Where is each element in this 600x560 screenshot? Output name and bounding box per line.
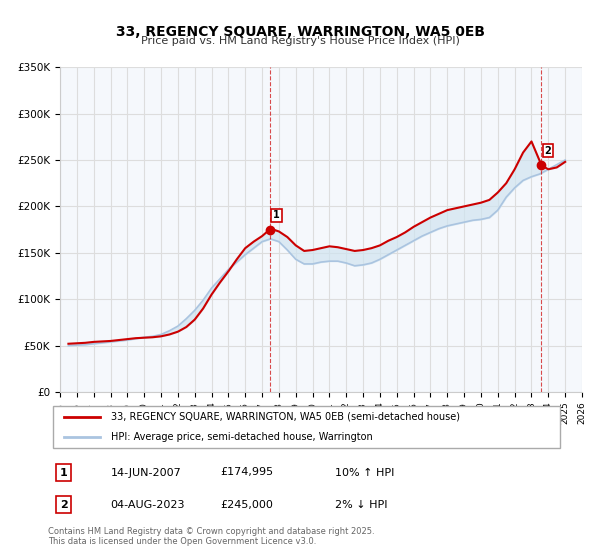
Text: 04-AUG-2023: 04-AUG-2023 [110, 500, 185, 510]
Text: 1: 1 [60, 468, 68, 478]
Text: 2: 2 [60, 500, 68, 510]
Text: HPI: Average price, semi-detached house, Warrington: HPI: Average price, semi-detached house,… [110, 432, 373, 442]
Text: 1: 1 [273, 211, 280, 221]
Text: 2% ↓ HPI: 2% ↓ HPI [335, 500, 388, 510]
Text: £245,000: £245,000 [220, 500, 273, 510]
Text: 10% ↑ HPI: 10% ↑ HPI [335, 468, 394, 478]
Text: 33, REGENCY SQUARE, WARRINGTON, WA5 0EB: 33, REGENCY SQUARE, WARRINGTON, WA5 0EB [115, 25, 485, 39]
Text: 14-JUN-2007: 14-JUN-2007 [110, 468, 181, 478]
Text: 33, REGENCY SQUARE, WARRINGTON, WA5 0EB (semi-detached house): 33, REGENCY SQUARE, WARRINGTON, WA5 0EB … [110, 412, 460, 422]
Text: 2: 2 [545, 146, 551, 156]
Text: Contains HM Land Registry data © Crown copyright and database right 2025.
This d: Contains HM Land Registry data © Crown c… [48, 526, 374, 546]
Text: Price paid vs. HM Land Registry's House Price Index (HPI): Price paid vs. HM Land Registry's House … [140, 36, 460, 46]
FancyBboxPatch shape [53, 405, 560, 449]
Text: £174,995: £174,995 [220, 468, 274, 478]
